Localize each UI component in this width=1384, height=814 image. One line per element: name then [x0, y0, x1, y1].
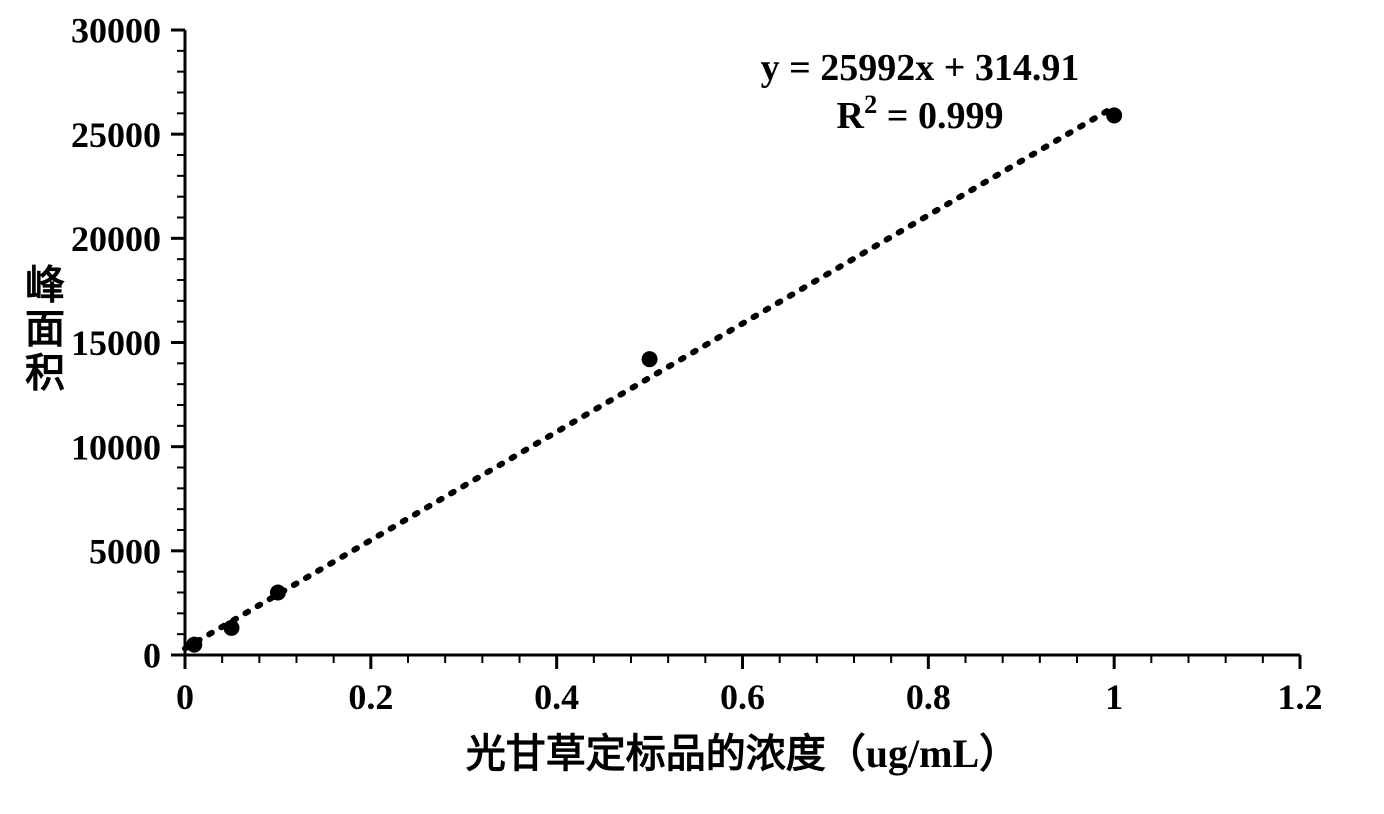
y-tick-label: 25000 [71, 115, 161, 155]
x-tick-label: 0.2 [348, 677, 393, 717]
x-tick-label: 0.8 [906, 677, 951, 717]
chart-bg [0, 0, 1384, 814]
x-tick-label: 0.4 [534, 677, 579, 717]
x-tick-label: 0 [176, 677, 194, 717]
x-tick-label: 1 [1105, 677, 1123, 717]
chart-svg: 0 0.2 0.4 0.6 0.8 1 1.2 0 5000 10000 15000 20000 250… [0, 0, 1384, 814]
equation-line1: y = 25992x + 314.91 [761, 47, 1080, 89]
y-axis-title: 峰面积 [25, 263, 65, 396]
calibration-chart: 0 0.2 0.4 0.6 0.8 1 1.2 0 5000 10000 15000 20000 250… [0, 0, 1384, 814]
data-point [1106, 107, 1122, 123]
data-point [223, 620, 239, 636]
data-point [270, 585, 286, 601]
svg-text:积: 积 [25, 351, 65, 396]
y-tick-label: 30000 [71, 11, 161, 51]
y-tick-label: 15000 [71, 323, 161, 363]
y-tick-label: 10000 [71, 427, 161, 467]
y-tick-label: 20000 [71, 219, 161, 259]
svg-text:面: 面 [25, 307, 65, 352]
equation-line2: R2 = 0.999 [837, 89, 1004, 137]
y-tick-label: 5000 [89, 531, 161, 571]
data-point [642, 351, 658, 367]
x-axis-title: 光甘草定标品的浓度（ug/mL） [466, 731, 1019, 776]
y-tick-label: 0 [143, 636, 161, 676]
x-tick-label: 1.2 [1278, 677, 1323, 717]
data-point [186, 637, 202, 653]
svg-text:峰: 峰 [25, 263, 65, 308]
x-tick-label: 0.6 [720, 677, 765, 717]
